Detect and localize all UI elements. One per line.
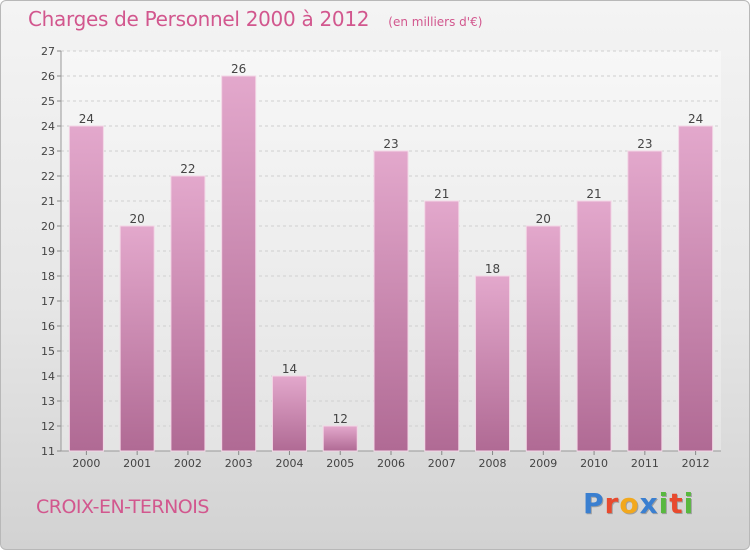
logo-letter: i	[658, 487, 670, 520]
bar	[576, 200, 612, 452]
proxiti-logo[interactable]: Proxiti	[583, 487, 694, 520]
logo-letter: P	[583, 487, 605, 520]
y-tick-label: 12	[41, 420, 55, 433]
bar	[678, 125, 714, 452]
y-tick-label: 22	[41, 170, 55, 183]
y-tick-label: 26	[41, 70, 55, 83]
bar	[271, 375, 307, 452]
chart-title: Charges de Personnel 2000 à 2012	[28, 7, 370, 31]
logo-letter: i	[683, 487, 695, 520]
bar-value-label: 23	[383, 137, 398, 151]
title-row: Charges de Personnel 2000 à 2012 (en mil…	[28, 7, 482, 31]
logo-letter: o	[619, 487, 640, 520]
x-tick-label: 2010	[580, 457, 608, 470]
y-tick-label: 19	[41, 245, 55, 258]
bar-value-label: 24	[79, 112, 94, 126]
y-tick-label: 25	[41, 95, 55, 108]
y-tick-label: 13	[41, 395, 55, 408]
y-tick-label: 20	[41, 220, 55, 233]
x-tick-label: 2008	[479, 457, 507, 470]
y-tick-label: 23	[41, 145, 55, 158]
bar	[424, 200, 460, 452]
bar-value-label: 22	[180, 162, 195, 176]
bar-value-label: 23	[637, 137, 652, 151]
bar	[68, 125, 104, 452]
bar	[221, 75, 257, 452]
bar	[119, 225, 155, 452]
bar-value-label: 20	[130, 212, 145, 226]
bar-value-label: 18	[485, 262, 500, 276]
x-tick-label: 2009	[529, 457, 557, 470]
y-tick-label: 17	[41, 295, 55, 308]
bar-value-label: 21	[434, 187, 449, 201]
bar-value-label: 24	[688, 112, 703, 126]
bar	[322, 425, 358, 452]
y-tick-label: 21	[41, 195, 55, 208]
x-tick-label: 2004	[275, 457, 303, 470]
x-tick-label: 2011	[631, 457, 659, 470]
y-tick-label: 24	[41, 120, 55, 133]
bar-value-label: 21	[586, 187, 601, 201]
logo-letter: t	[669, 487, 684, 520]
bar-value-label: 20	[536, 212, 551, 226]
y-tick-label: 11	[41, 445, 55, 458]
bar	[373, 150, 409, 452]
x-tick-label: 2000	[72, 457, 100, 470]
y-tick-label: 18	[41, 270, 55, 283]
bar	[170, 175, 206, 452]
bar	[475, 275, 511, 452]
logo-letter: r	[604, 487, 620, 520]
x-tick-label: 2005	[326, 457, 354, 470]
x-tick-label: 2006	[377, 457, 405, 470]
y-tick-label: 14	[41, 370, 55, 383]
bar-value-label: 26	[231, 62, 246, 76]
x-tick-label: 2001	[123, 457, 151, 470]
y-tick-label: 27	[41, 45, 55, 58]
logo-letter: x	[639, 487, 659, 520]
bar	[627, 150, 663, 452]
y-tick-label: 16	[41, 320, 55, 333]
y-tick-label: 15	[41, 345, 55, 358]
chart-subtitle: (en milliers d'€)	[388, 15, 483, 29]
x-tick-label: 2003	[225, 457, 253, 470]
x-tick-label: 2012	[682, 457, 710, 470]
x-tick-label: 2002	[174, 457, 202, 470]
bar-value-label: 14	[282, 362, 297, 376]
bar-value-label: 12	[333, 412, 348, 426]
x-tick-label: 2007	[428, 457, 456, 470]
commune-name: CROIX-EN-TERNOIS	[36, 496, 209, 518]
bar	[525, 225, 561, 452]
